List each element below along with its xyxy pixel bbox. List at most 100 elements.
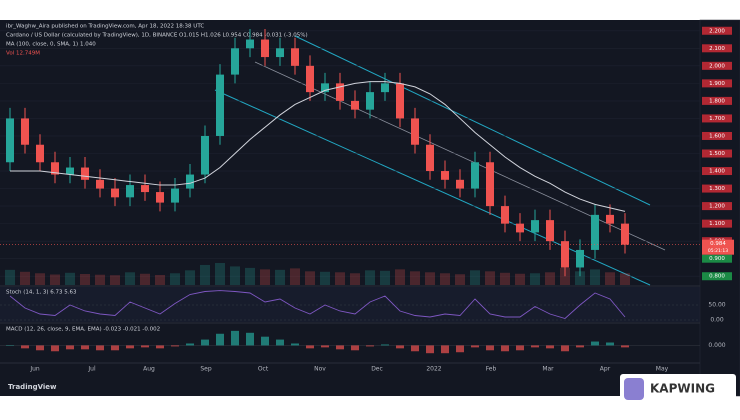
x-tick-label: Feb [486,366,497,373]
y-tick-label: 0.900 [709,256,725,262]
volume-bar [275,269,285,285]
price-label-bg [702,184,732,193]
x-tick-label: Apr [600,366,611,373]
macd-tick-label: 0.000 [708,342,725,349]
macd-histogram [276,339,284,346]
candle-body [606,214,614,224]
candle-body [156,192,164,203]
price-label-bg [702,254,732,263]
x-tick-label: May [656,366,669,373]
candle-body [51,162,59,175]
price-label-bg [702,219,732,228]
channel-upper [294,35,651,206]
macd-histogram [426,345,434,354]
volume-bar [380,270,390,285]
candle-body [501,206,509,224]
y-tick-label: 0.800 [709,274,725,280]
macd-histogram [486,345,494,351]
volume-bar [140,273,150,285]
volume-bar [530,273,540,285]
macd-histogram [606,342,614,346]
macd-histogram [171,345,179,347]
macd-histogram [336,345,344,350]
volume-bar [440,273,450,285]
macd-histogram [126,345,134,349]
volume-bar [575,271,585,285]
candle-body [456,179,464,189]
stoch-tick-label: 0.00 [710,317,724,324]
volume-bar [365,270,375,285]
price-label-bg [702,167,732,176]
last-price: 0.984 [710,241,726,247]
volume-bar [395,269,405,285]
volume-bar [605,272,615,285]
volume-bar [545,272,555,285]
symbol-line: Cardano / US Dollar (calculated by Tradi… [6,33,308,39]
x-tick-label: Nov [314,366,326,373]
volume-bar [65,272,75,285]
macd-histogram [201,339,209,346]
candle-body [306,65,314,93]
volume-bar [155,274,165,285]
x-tick-label: Aug [143,366,155,373]
price-label-bg [702,96,732,105]
volume-bar [245,267,255,285]
volume-bar [425,272,435,285]
macd-legend: MACD (12, 26, close, 9, EMA, EMA) -0.023… [6,327,160,333]
x-tick-label: Sep [200,366,212,373]
macd-histogram [261,336,269,346]
macd-histogram [96,345,104,351]
price-label-bg [702,61,732,70]
candle-body [216,74,224,136]
candle-body [396,83,404,119]
macd-histogram [381,344,389,346]
volume-bar [125,272,135,285]
candle-body [546,220,554,242]
price-label-bg [702,44,732,53]
volume-bar [290,268,300,285]
candle-body [126,185,134,198]
volume-bar [185,270,195,285]
candle-body [261,39,269,58]
volume-bar [5,269,15,285]
candle-body [576,249,584,268]
chart-layer: 0.8000.9001.0001.1001.2001.3001.4001.500… [0,26,734,373]
x-tick-label: Jul [87,366,96,373]
macd-histogram [591,341,599,346]
candle-body [231,48,239,75]
chart-background [0,20,740,396]
x-tick-label: Mar [542,366,554,373]
logo: TradingView [8,383,57,391]
price-label-bg [702,79,732,88]
y-tick-label: 1.300 [709,186,725,192]
candle-body [321,83,329,93]
candle-body [6,118,14,163]
volume-bar [485,271,495,285]
volume-bar [455,274,465,285]
volume-bar [110,275,120,285]
watermark-icon [624,378,644,400]
ma-legend: MA (100, close, 0, SMA, 1) 1.040 [6,42,96,48]
macd-histogram [321,345,329,348]
macd-histogram [396,345,404,349]
macd-histogram [141,345,149,348]
macd-histogram [66,345,74,350]
price-label-bg [702,272,732,281]
volume-bar [260,269,270,285]
volume-bar [590,269,600,285]
macd-histogram [306,345,314,349]
macd-histogram [531,345,539,348]
macd-histogram [186,343,194,346]
macd-histogram [366,345,374,347]
macd-histogram [471,345,479,348]
volume-bar [305,271,315,285]
candle-body [201,135,209,175]
candle-body [411,118,419,145]
candle-body [351,100,359,110]
stoch-line [9,290,626,320]
candle-body [486,162,494,207]
volume-bar [200,264,210,285]
candle-body [291,48,299,66]
macd-histogram [576,345,584,348]
y-tick-label: 1.900 [709,81,725,87]
